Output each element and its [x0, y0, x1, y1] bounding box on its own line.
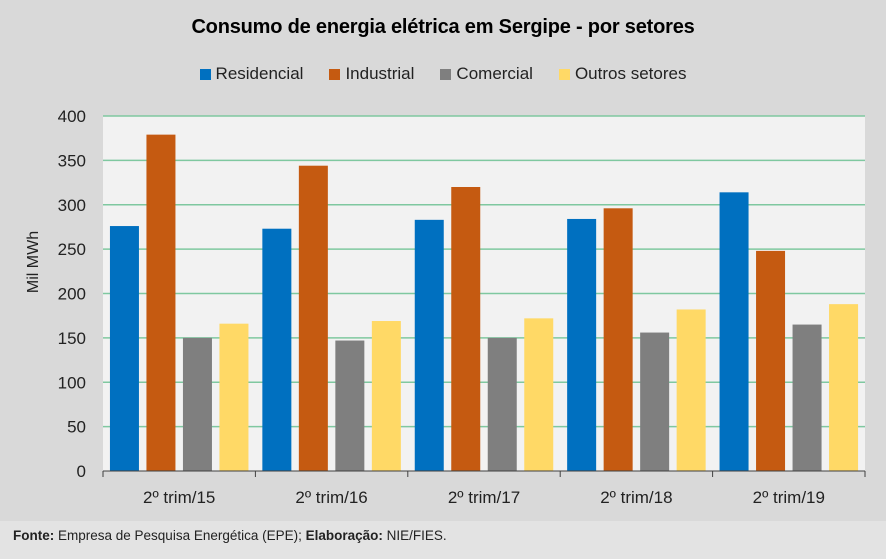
y-tick-label-150: 150 [58, 329, 86, 348]
bar-comercial-2-trim-18 [640, 332, 670, 471]
x-axis: 2º trim/15 2º trim/16 2º trim/17 2º trim/18… [102, 470, 866, 507]
bar-comercial-2-trim-16 [335, 340, 365, 471]
bar-outros-setores-2-trim-17 [524, 318, 554, 471]
legend-label-residencial: Residencial [215, 64, 304, 83]
y-axis-ticks: 0 50 100 150 200 250 300 350 400 [58, 107, 86, 481]
bar-industrial-2-trim-19 [756, 250, 786, 471]
bar-residencial-2-trim-15 [109, 226, 139, 471]
bar-industrial-2-trim-18 [603, 208, 633, 472]
bar-outros-setores-2-trim-16 [371, 321, 401, 471]
x-tick-label-2-trim-15: 2º trim/15 [143, 488, 215, 507]
bar-industrial-2-trim-16 [298, 165, 328, 471]
x-tick-label-2-trim-17: 2º trim/17 [448, 488, 520, 507]
legend-item-industrial: Industrial [329, 64, 414, 84]
y-tick-label-300: 300 [58, 196, 86, 215]
credit-label: Elaboração: [301, 528, 383, 543]
x-tick-label-2-trim-16: 2º trim/16 [295, 488, 367, 507]
bar-industrial-2-trim-17 [451, 187, 481, 471]
legend-swatch-industrial [329, 68, 341, 80]
legend-item-residencial: Residencial [199, 64, 304, 84]
y-tick-label-250: 250 [58, 240, 86, 259]
y-tick-label-0: 0 [77, 462, 86, 481]
x-tick-label-2-trim-18: 2º trim/18 [600, 488, 672, 507]
legend-label-industrial: Industrial [345, 64, 415, 83]
credit-text: NIE/FIES. [382, 528, 447, 543]
bar-industrial-2-trim-15 [146, 134, 176, 471]
y-tick-label-200: 200 [58, 285, 86, 304]
legend: Residencial Industrial Comercial Outros … [0, 64, 886, 84]
bar-residencial-2-trim-19 [719, 192, 749, 471]
source-text: Empresa de Pesquisa Energética (EPE); [54, 528, 302, 543]
y-tick-label-400: 400 [58, 107, 86, 126]
y-tick-label-350: 350 [58, 151, 86, 170]
bar-outros-setores-2-trim-19 [829, 304, 859, 471]
legend-item-outros-setores: Outros setores [558, 64, 687, 84]
bar-comercial-2-trim-19 [792, 324, 822, 471]
x-tick-label-2-trim-19: 2º trim/19 [753, 488, 825, 507]
bar-residencial-2-trim-18 [567, 218, 597, 471]
bar-comercial-2-trim-17 [487, 337, 517, 471]
bar-comercial-2-trim-15 [182, 337, 212, 471]
legend-swatch-residencial [199, 68, 211, 80]
chart-title: Consumo de energia elétrica em Sergipe -… [191, 16, 695, 38]
y-tick-label-50: 50 [67, 418, 86, 437]
y-tick-label-100: 100 [58, 373, 86, 392]
bar-residencial-2-trim-16 [262, 228, 292, 471]
footer: Fonte: Empresa de Pesquisa Energética (E… [0, 521, 886, 559]
bars [109, 134, 859, 472]
legend-swatch-outros-setores [558, 68, 570, 80]
bar-residencial-2-trim-17 [414, 219, 444, 471]
legend-label-comercial: Comercial [456, 64, 533, 83]
legend-swatch-comercial [440, 68, 452, 80]
bar-outros-setores-2-trim-18 [676, 309, 706, 471]
bar-outros-setores-2-trim-15 [219, 323, 249, 471]
source-label: Fonte: [13, 528, 55, 543]
legend-label-outros-setores: Outros setores [574, 64, 687, 83]
legend-item-comercial: Comercial [440, 64, 533, 84]
